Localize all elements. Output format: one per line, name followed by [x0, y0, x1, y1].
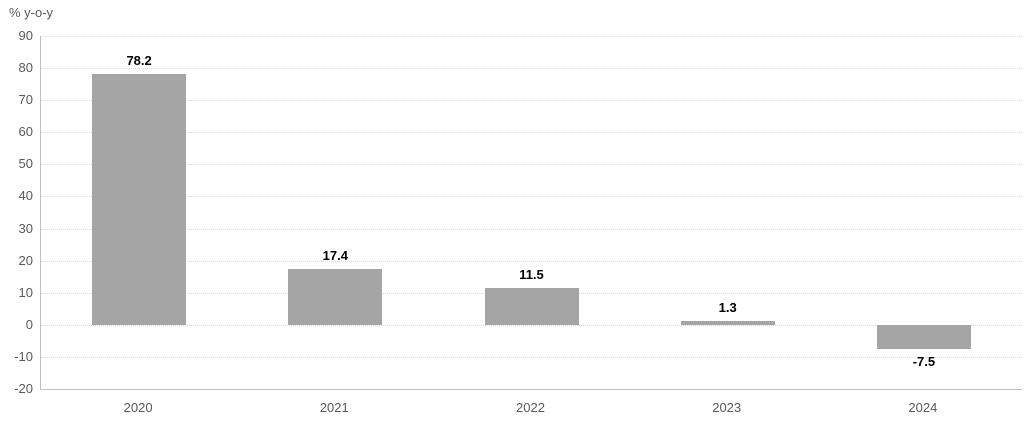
- y-tick-label: 20: [18, 252, 33, 268]
- y-tick-label: -10: [14, 348, 33, 364]
- y-tick-label: 10: [18, 284, 33, 300]
- plot-area: 78.2 17.4 11.5 1.3 -7.5: [40, 36, 1022, 390]
- x-axis-label: 2024: [908, 400, 938, 415]
- gridline: [41, 228, 1022, 230]
- y-tick-label: 60: [18, 124, 33, 140]
- y-axis-title: % y-o-y: [9, 5, 54, 20]
- bar-value-label: -7.5: [912, 353, 936, 369]
- bar: [680, 320, 775, 325]
- gridline: [41, 164, 1022, 166]
- bar-value-label: 78.2: [126, 52, 152, 68]
- bar-value-label: 1.3: [718, 299, 737, 315]
- bar: [288, 268, 383, 325]
- bar-value-label: 17.4: [322, 247, 348, 263]
- x-axis-label: 2022: [516, 400, 545, 415]
- bar-value-label: 11.5: [519, 266, 544, 282]
- bar: [484, 287, 579, 325]
- gridline: [41, 196, 1022, 198]
- x-axis-label: 2020: [123, 400, 153, 415]
- y-tick-label: 70: [18, 92, 33, 108]
- gridline: [41, 68, 1022, 70]
- gridline: [41, 100, 1022, 102]
- y-tick-label: -20: [14, 381, 33, 396]
- y-tick-label: 0: [25, 316, 33, 332]
- gridline: [41, 356, 1022, 358]
- y-tick-label: 50: [18, 156, 33, 172]
- x-axis-label: 2021: [319, 400, 349, 415]
- gridline: [41, 36, 1022, 37]
- gridline: [41, 132, 1022, 134]
- bar: [92, 73, 187, 325]
- y-tick-label: 30: [18, 220, 33, 236]
- gridline: [41, 324, 1022, 326]
- bar: [876, 324, 971, 349]
- y-tick-label: 90: [18, 28, 33, 43]
- x-axis-label: 2023: [712, 400, 742, 415]
- gridline: [41, 260, 1022, 262]
- y-tick-label: 40: [18, 188, 33, 204]
- y-tick-label: 80: [18, 60, 33, 76]
